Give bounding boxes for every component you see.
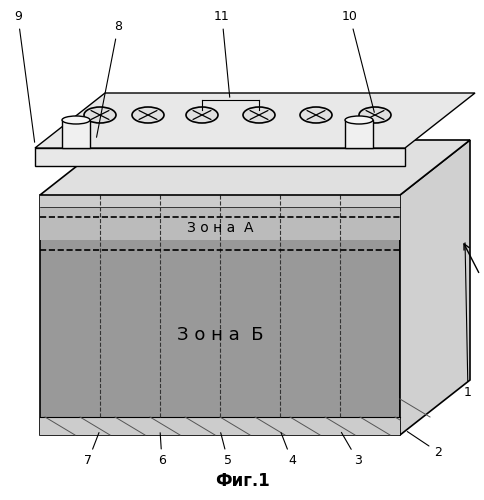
Text: 9: 9: [14, 10, 35, 142]
Bar: [40, 195, 400, 207]
Ellipse shape: [62, 116, 90, 124]
Text: 7: 7: [84, 432, 99, 468]
Text: Фиг.1: Фиг.1: [214, 472, 270, 490]
Ellipse shape: [132, 107, 164, 123]
Bar: [62, 120, 90, 148]
Text: 11: 11: [214, 10, 230, 97]
Polygon shape: [40, 140, 470, 195]
Text: 4: 4: [281, 432, 296, 468]
Ellipse shape: [84, 107, 116, 123]
Text: 6: 6: [158, 433, 166, 468]
Text: 10: 10: [342, 10, 374, 113]
Text: 2: 2: [408, 432, 442, 458]
Ellipse shape: [186, 107, 218, 123]
Bar: [40, 417, 400, 435]
Bar: [40, 195, 400, 240]
Ellipse shape: [345, 116, 373, 124]
Text: 1: 1: [464, 243, 472, 400]
Text: З о н а  А: З о н а А: [187, 221, 253, 235]
Text: 8: 8: [96, 20, 122, 138]
Text: З о н а  Б: З о н а Б: [177, 326, 263, 344]
Ellipse shape: [300, 107, 332, 123]
Polygon shape: [400, 140, 470, 435]
Bar: [40, 195, 400, 435]
Polygon shape: [35, 93, 475, 148]
Bar: [345, 120, 373, 148]
Text: 3: 3: [341, 432, 362, 468]
Ellipse shape: [243, 107, 275, 123]
Bar: [35, 148, 405, 166]
Text: 5: 5: [221, 432, 232, 468]
Ellipse shape: [359, 107, 391, 123]
